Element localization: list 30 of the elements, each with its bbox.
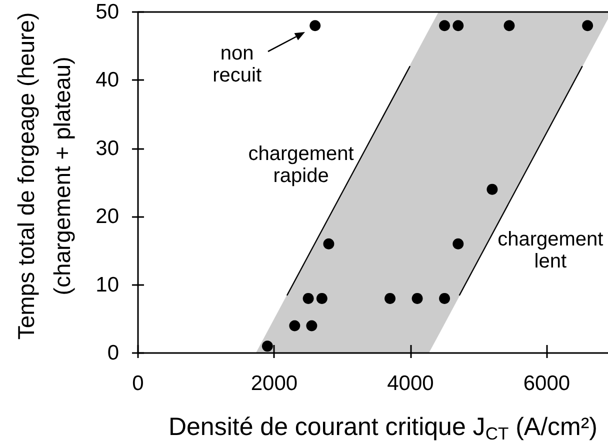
y-tick-label: 0 [107, 342, 119, 364]
y-tick-label: 20 [96, 205, 119, 228]
point [302, 292, 314, 304]
point [452, 20, 464, 32]
x-axis-title: Densité de courant critique J$_{CT}$ (A/cm²) [167, 413, 599, 443]
series-label: chargement lent [498, 228, 604, 272]
point [504, 20, 515, 32]
point [384, 292, 396, 304]
point [323, 238, 334, 250]
x-tick-label: 4000 [387, 372, 434, 395]
x-tick-label: 2000 [250, 372, 298, 395]
y-tick-label: 50 [96, 0, 119, 24]
point [316, 292, 328, 304]
y-tick-label: 30 [96, 136, 119, 160]
x-tick-label: 0 [132, 372, 144, 395]
point [452, 238, 464, 250]
x-tick-label: 6000 [523, 372, 570, 395]
point [486, 184, 498, 195]
point [439, 292, 450, 304]
annotation: non recuit [212, 42, 262, 87]
y-tick-label: 10 [96, 273, 119, 296]
point [306, 320, 318, 332]
point [582, 20, 594, 32]
y-axis-title: Temps total de forgeage (heure) (chargement + plateau) [13, 12, 75, 340]
point [289, 320, 300, 332]
point [439, 20, 450, 32]
point [412, 292, 423, 304]
y-tick-label: 40 [96, 68, 119, 92]
point [310, 20, 321, 32]
series-label: chargement rapide [248, 142, 354, 187]
